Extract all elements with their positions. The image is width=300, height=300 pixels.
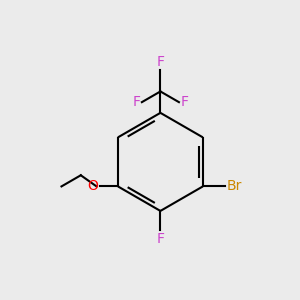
Text: F: F (180, 95, 188, 109)
Text: F: F (156, 232, 164, 246)
Text: O: O (88, 179, 99, 194)
Text: Br: Br (226, 179, 242, 194)
Text: F: F (156, 55, 164, 69)
Text: F: F (132, 95, 140, 109)
